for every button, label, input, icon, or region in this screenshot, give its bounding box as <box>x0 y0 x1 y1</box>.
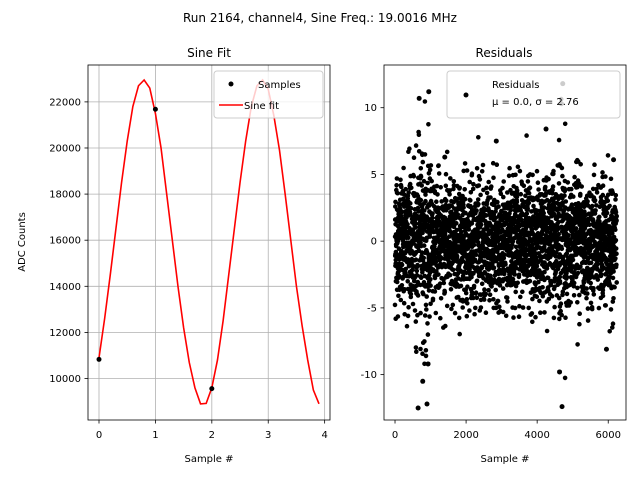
residuals-y-ticks: -10 -5 0 5 10 <box>361 103 384 381</box>
legend-samples-marker <box>228 81 234 87</box>
sine-fit-xlabel: Sample # <box>184 454 233 465</box>
residual-outlier-point <box>543 126 549 132</box>
sine-fit-xtick-label: 3 <box>265 430 271 441</box>
sample-point <box>152 106 158 112</box>
residual-outlier-point <box>611 157 617 163</box>
legend-residuals-stats: μ = 0.0, σ = 2.76 <box>492 97 579 108</box>
figure-suptitle: Run 2164, channel4, Sine Freq.: 19.0016 … <box>183 11 457 25</box>
sine-fit-x-ticks: 0 1 2 3 4 <box>96 420 328 441</box>
residuals-panel: Residuals 0 2000 4000 6000 -10 -5 0 5 10 Sample… <box>361 46 627 465</box>
sine-fit-ytick-label: 14000 <box>49 282 81 293</box>
residual-outlier-point <box>420 378 426 384</box>
residuals-ytick-label: 0 <box>371 237 377 248</box>
sine-fit-panel: Sine Fit 0 1 2 3 4 10000 12000 14000 16000 18000… <box>17 46 331 465</box>
sine-fit-legend: Samples Sine fit <box>213 70 324 119</box>
sine-fit-curve <box>98 78 320 405</box>
sine-fit-ylabel: ADC Counts <box>17 212 28 272</box>
residual-outlier-point <box>557 369 563 375</box>
legend-residuals-label: Residuals <box>492 80 539 91</box>
residuals-x-ticks: 0 2000 4000 6000 <box>392 420 621 441</box>
residuals-ytick-label: 10 <box>364 103 377 114</box>
residual-outlier-point <box>426 89 432 95</box>
residual-outlier-point <box>603 346 609 352</box>
sine-fit-xtick-label: 1 <box>152 430 158 441</box>
sine-fit-ytick-label: 22000 <box>49 97 81 108</box>
sine-fit-xtick-label: 2 <box>209 430 215 441</box>
residual-outlier-point <box>442 154 448 160</box>
residuals-ytick-label: -10 <box>361 370 377 381</box>
residual-outlier-point <box>416 95 422 101</box>
residuals-xtick-label: 0 <box>392 430 398 441</box>
residual-outlier-point <box>559 404 565 410</box>
residuals-xtick-label: 4000 <box>524 430 549 441</box>
legend-residuals-marker <box>463 92 469 98</box>
sine-fit-ytick-label: 20000 <box>49 143 81 154</box>
legend-sine-fit-label: Sine fit <box>244 101 279 112</box>
residuals-xtick-label: 2000 <box>453 430 478 441</box>
residual-outlier-point <box>425 361 431 367</box>
sine-fit-y-ticks: 10000 12000 14000 16000 18000 20000 22000 <box>49 97 88 385</box>
sine-fit-xtick-label: 0 <box>96 430 102 441</box>
sample-point <box>209 386 215 392</box>
sine-fit-ytick-label: 10000 <box>49 374 81 385</box>
residuals-legend: Residuals μ = 0.0, σ = 2.76 <box>446 70 621 119</box>
residuals-xlabel: Sample # <box>480 454 529 465</box>
residuals-ytick-label: 5 <box>371 170 377 181</box>
residuals-title: Residuals <box>476 46 533 60</box>
sine-fit-legend-box <box>213 70 324 119</box>
residuals-xtick-label: 6000 <box>596 430 621 441</box>
legend-samples-label: Samples <box>258 80 301 91</box>
residuals-ytick-label: -5 <box>367 303 377 314</box>
sine-fit-axes-frame <box>87 64 331 421</box>
residual-outlier-point <box>424 401 430 407</box>
sine-fit-ytick-label: 18000 <box>49 190 81 201</box>
residual-outlier-point <box>415 405 421 411</box>
residual-outlier-point <box>493 138 499 144</box>
sine-fit-xtick-label: 4 <box>321 430 327 441</box>
sine-fit-plot-area <box>96 78 320 405</box>
residual-points-cloud <box>392 96 620 381</box>
residuals-axes-frame <box>383 64 627 421</box>
sample-point <box>96 356 102 362</box>
sine-fit-ytick-label: 16000 <box>49 236 81 247</box>
sine-fit-title: Sine Fit <box>187 46 231 60</box>
sine-fit-ytick-label: 12000 <box>49 328 81 339</box>
residuals-legend-box <box>446 70 621 119</box>
